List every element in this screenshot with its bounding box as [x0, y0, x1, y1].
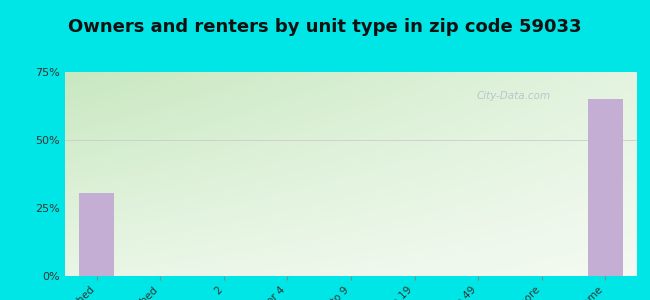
Text: Owners and renters by unit type in zip code 59033: Owners and renters by unit type in zip c…	[68, 18, 582, 36]
Bar	[588, 99, 623, 276]
Text: City-Data.com: City-Data.com	[477, 92, 551, 101]
Bar	[79, 193, 114, 276]
